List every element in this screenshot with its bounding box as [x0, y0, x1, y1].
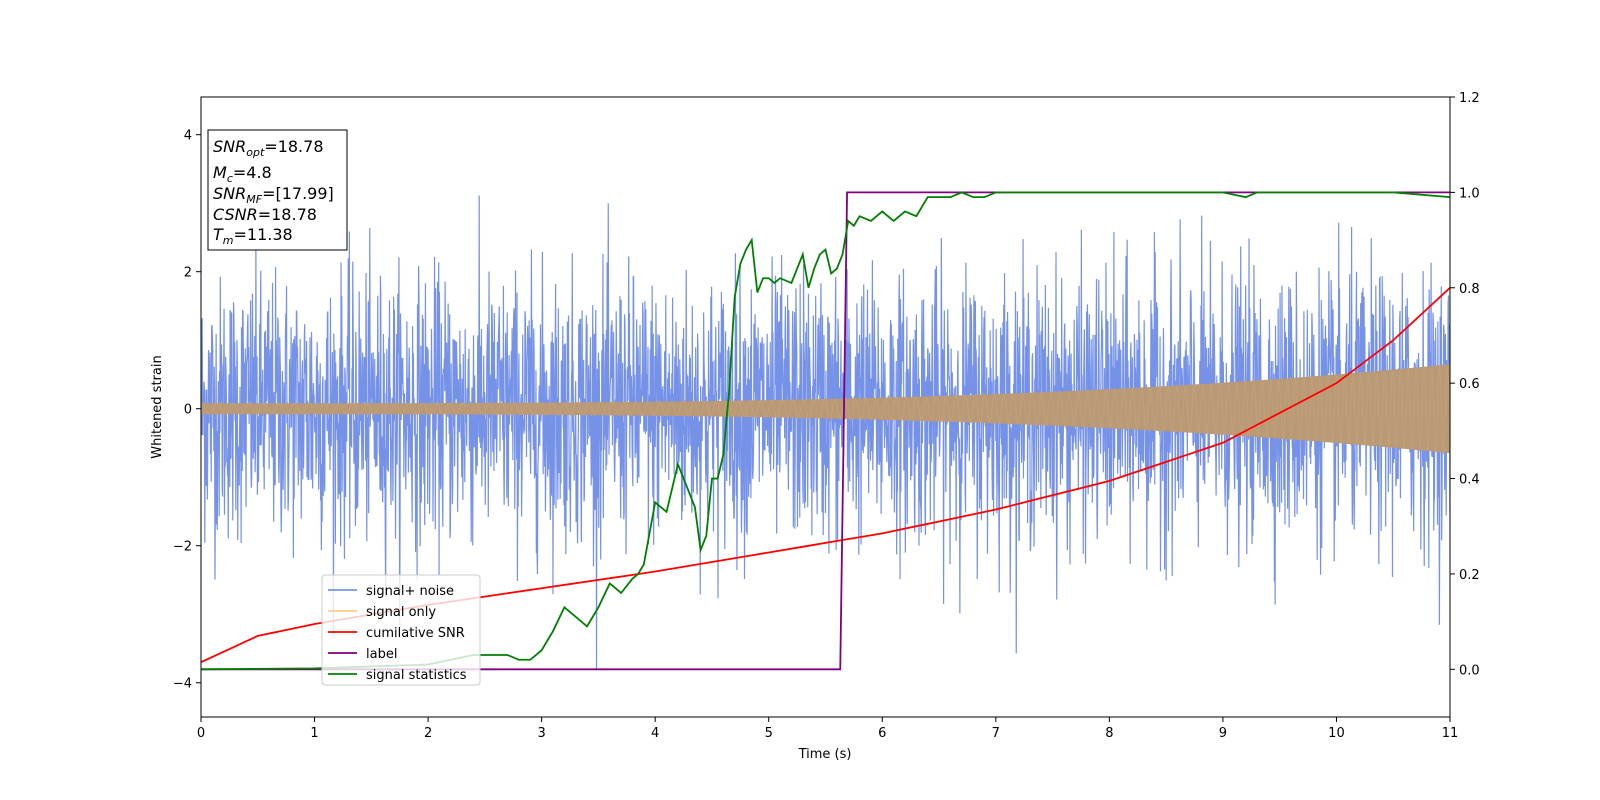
x-tick-label: 6 — [878, 726, 886, 741]
y-tick-label: 2 — [184, 266, 192, 281]
legend-label: signal only — [366, 605, 436, 620]
signal-statistics-line — [201, 191, 1450, 671]
x-tick-label: 0 — [197, 726, 205, 741]
y-axis-ticks: −4 −2 0 2 4 — [173, 129, 201, 692]
plot-frame — [200, 96, 1451, 718]
x-tick-label: 7 — [992, 726, 1000, 741]
x-tick-label: 8 — [1105, 726, 1113, 741]
y2-tick-label: 1.0 — [1459, 186, 1480, 201]
y-tick-label: −4 — [173, 677, 192, 692]
legend-label: signal+ noise — [366, 584, 454, 599]
x-axis-label: Time (s) — [798, 747, 852, 762]
y-tick-label: −2 — [173, 540, 192, 555]
y2-tick-label: 0.8 — [1459, 282, 1480, 297]
x-tick-label: 1 — [310, 726, 318, 741]
y-axis-label: Whitened strain — [150, 355, 165, 458]
y2-tick-label: 0.6 — [1459, 377, 1480, 392]
y2-axis-ticks: 0.0 0.2 0.4 0.6 0.8 1.0 1.2 — [1450, 91, 1480, 678]
legend-label: signal statistics — [366, 668, 467, 683]
y2-tick-label: 0.0 — [1459, 663, 1480, 678]
y2-tick-label: 1.2 — [1459, 91, 1480, 106]
info-box-line: Tm=11.38 — [213, 225, 293, 247]
signal-only-envelope — [201, 364, 1450, 454]
y-tick-label: 0 — [184, 403, 192, 418]
info-box-frame — [207, 129, 348, 251]
info-box: SNRopt=18.78 Mc=4.8SNRMF=[17.99]CSNR=18.7… — [207, 129, 348, 251]
info-box-line: CSNR=18.78 — [213, 205, 317, 224]
x-tick-label: 5 — [765, 726, 773, 741]
y2-tick-label: 0.4 — [1459, 473, 1480, 488]
x-tick-label: 4 — [651, 726, 659, 741]
info-box-line: SNRMF=[17.99] — [213, 184, 334, 206]
x-tick-label: 11 — [1442, 726, 1459, 741]
x-tick-label: 10 — [1328, 726, 1345, 741]
y2-tick-label: 0.2 — [1459, 568, 1480, 583]
x-tick-label: 3 — [537, 726, 545, 741]
legend-label: cumilative SNR — [366, 626, 465, 641]
x-tick-label: 2 — [424, 726, 432, 741]
legend-label: label — [366, 647, 397, 662]
x-axis-ticks: 0 1 2 3 4 5 6 7 8 9 10 11 — [197, 717, 1458, 741]
legend: signal+ noise signal only cumilative SNR la… — [321, 574, 481, 686]
info-box-line: Mc=4.8 — [213, 163, 272, 185]
y-tick-label: 4 — [184, 129, 192, 144]
info-box-line: SNRopt=18.78 — [213, 137, 324, 159]
x-tick-label: 9 — [1219, 726, 1227, 741]
legend-frame — [321, 574, 481, 686]
